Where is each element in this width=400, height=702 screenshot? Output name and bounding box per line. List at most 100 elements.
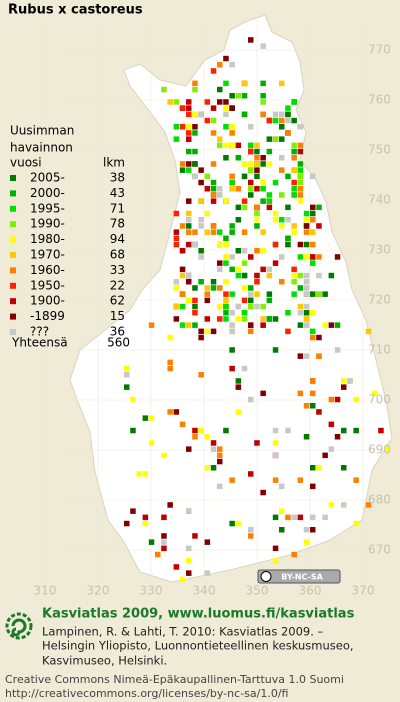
record-square [316, 204, 322, 211]
record-square [285, 217, 291, 223]
record-square [217, 303, 223, 310]
record-square [223, 241, 229, 248]
record-square [285, 427, 291, 434]
record-square [341, 465, 347, 471]
record-square [248, 179, 254, 186]
record-square [297, 142, 304, 149]
record-square [266, 136, 273, 142]
record-square [217, 99, 223, 105]
record-square [229, 142, 235, 149]
record-square [272, 210, 279, 217]
record-square [217, 229, 223, 235]
record-square [142, 520, 149, 527]
record-square [279, 155, 285, 161]
record-square [173, 136, 180, 142]
record-square [235, 272, 242, 279]
record-square [223, 155, 229, 161]
record-square [223, 297, 229, 304]
legend-label: -1899 [30, 309, 65, 323]
y-axis-label: 710 [368, 343, 391, 357]
record-square [310, 378, 316, 384]
record-square [291, 223, 297, 229]
record-square [291, 148, 297, 155]
record-square [217, 316, 223, 322]
record-square [248, 161, 254, 167]
legend: 2005- 38 2000- 43 1995- 71 1990- 78 1980- 94 1970-… [10, 171, 125, 339]
legend-swatch [10, 282, 16, 289]
record-square [341, 502, 347, 508]
record-square [198, 334, 204, 341]
record-square [266, 204, 273, 211]
legend-label: 1970- [30, 248, 65, 262]
record-square [266, 161, 273, 167]
record-square [223, 279, 229, 285]
record-square [241, 272, 248, 279]
record-square [266, 272, 273, 279]
record-square [204, 465, 211, 471]
record-square [173, 409, 180, 415]
record-square [186, 124, 192, 130]
record-square [334, 347, 341, 353]
y-axis-label: 750 [368, 143, 391, 157]
record-square [223, 142, 229, 149]
record-square [161, 452, 167, 459]
record-square [192, 229, 198, 235]
record-square [192, 86, 198, 93]
record-square [334, 396, 341, 403]
record-square [167, 502, 173, 508]
legend-count: 62 [110, 294, 125, 308]
record-square [192, 130, 198, 136]
record-square [161, 86, 167, 93]
record-square [198, 198, 204, 204]
record-square [254, 223, 260, 229]
record-square [192, 80, 198, 87]
record-square [254, 279, 260, 285]
record-square [148, 440, 155, 446]
record-square [285, 117, 291, 124]
record-square [179, 303, 186, 310]
record-square [365, 502, 372, 508]
footer-citation: Helsingin Yliopisto, Luonnontieteellinen… [42, 639, 354, 653]
record-square [235, 155, 242, 161]
footer-citation: Lampinen, R. & Lahti, T. 2010: Kasviatla… [42, 625, 324, 639]
record-square [173, 285, 180, 291]
record-square [124, 384, 130, 390]
record-square [179, 248, 186, 254]
record-square [130, 396, 136, 403]
record-square [272, 241, 279, 248]
record-square [303, 303, 310, 310]
footer-citation: Kasvimuseo, Helsinki. [42, 654, 167, 668]
record-square [279, 192, 285, 198]
record-square [229, 254, 235, 260]
record-square [192, 173, 198, 180]
record-square [217, 62, 223, 68]
record-square [210, 130, 217, 136]
y-axis-label: 690 [368, 443, 391, 457]
record-square [210, 192, 217, 198]
x-axis-label: 360 [299, 584, 322, 598]
record-square [297, 167, 304, 173]
record-square [229, 310, 235, 316]
record-square [204, 186, 211, 192]
record-square [217, 186, 223, 192]
record-square [204, 291, 211, 297]
record-square [310, 328, 316, 335]
record-square [210, 68, 217, 74]
record-square [297, 254, 304, 260]
legend-count-heading: lkm [103, 156, 125, 170]
record-square [384, 446, 390, 452]
record-square [223, 124, 229, 130]
record-square [303, 322, 310, 328]
record-square [210, 105, 217, 111]
record-square [241, 248, 248, 254]
record-square [322, 452, 328, 459]
record-square [316, 353, 322, 359]
record-square [310, 527, 316, 533]
record-square [316, 254, 322, 260]
record-square [272, 316, 279, 322]
record-square [334, 434, 341, 440]
record-square [285, 173, 291, 180]
record-square [186, 217, 192, 223]
record-square [186, 148, 192, 155]
record-square [279, 80, 285, 87]
